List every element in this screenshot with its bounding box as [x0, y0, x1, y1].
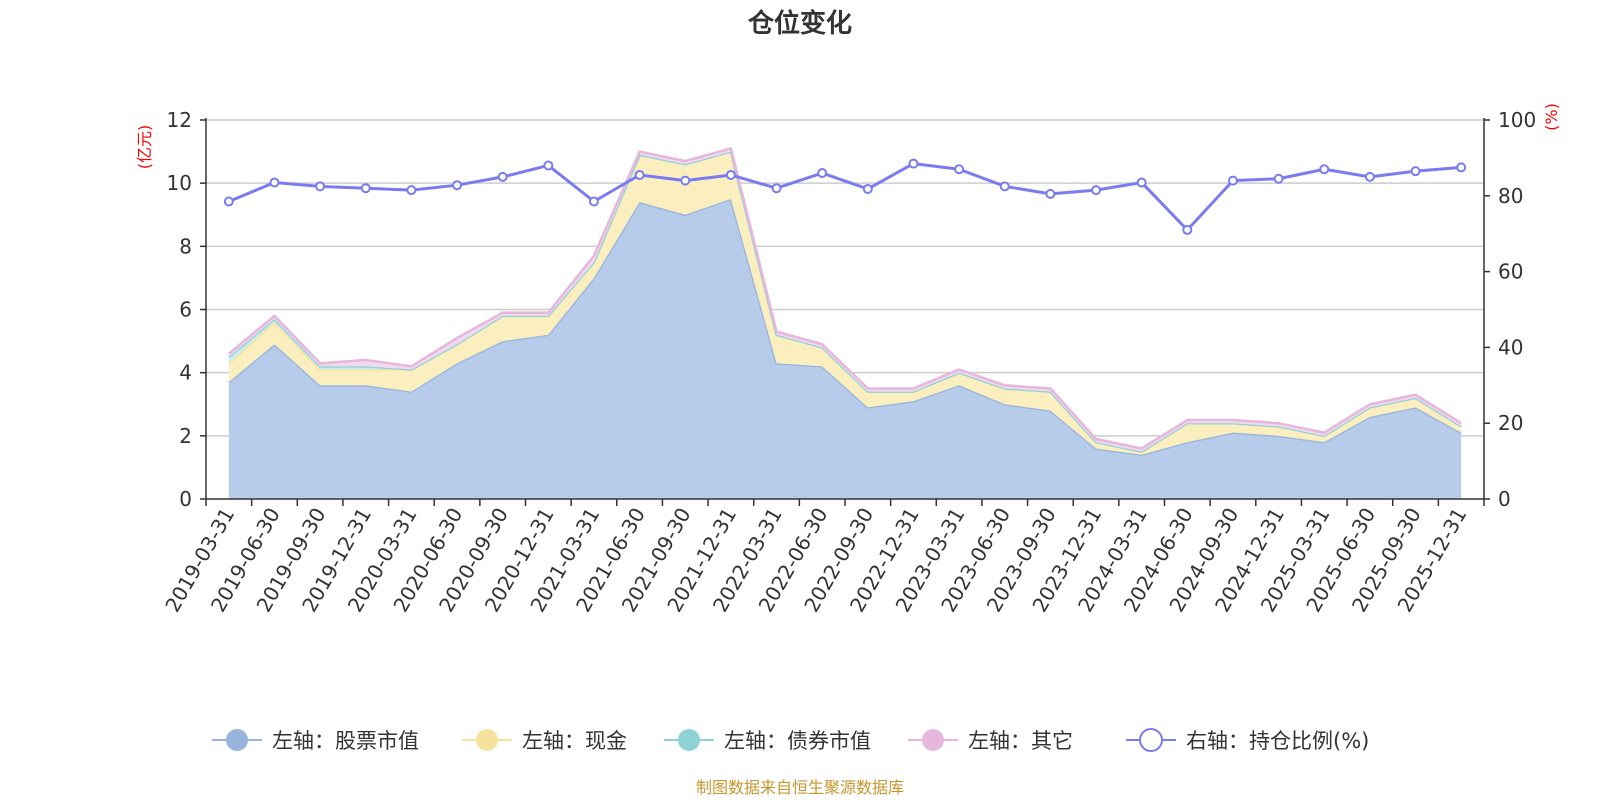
right-tick-label: 80 [1498, 184, 1523, 208]
right-tick-label: 40 [1498, 335, 1523, 359]
holding-ratio-point [452, 180, 463, 191]
right-tick-label: 0 [1498, 487, 1511, 511]
holding-ratio-point [862, 183, 873, 194]
legend-marker-4 [922, 729, 944, 751]
holding-ratio-point [908, 158, 919, 169]
holding-ratio-point [1182, 224, 1193, 235]
holding-ratio-point [360, 183, 371, 194]
legend-marker-2 [476, 729, 498, 751]
holding-ratio-point [1319, 164, 1330, 175]
holding-ratio-point [406, 185, 417, 196]
holding-ratio-line [228, 162, 1462, 232]
holding-ratio-point [680, 175, 691, 186]
holding-ratio-point [817, 168, 828, 179]
holding-ratio-point [1456, 162, 1467, 173]
holding-ratio-point [497, 171, 508, 182]
legend: 左轴：股票市值 左轴：现金 左轴：债券市值 左轴：其它 右轴：持仓比例(%) [212, 728, 1369, 753]
holding-ratio-point [771, 183, 782, 194]
legend-marker-1 [226, 729, 248, 751]
holding-ratio-point [223, 196, 234, 207]
holding-ratio-point [634, 169, 645, 180]
right-tick-label: 100 [1498, 108, 1536, 132]
holding-ratio-point [1410, 166, 1421, 177]
holding-ratio-point [315, 181, 326, 192]
left-tick-label: 0 [179, 487, 192, 511]
right-tick-label: 20 [1498, 411, 1523, 435]
holding-ratio-point [1364, 171, 1375, 182]
legend-label-1: 左轴：股票市值 [272, 729, 419, 753]
legend-marker-3 [678, 729, 700, 751]
legend-marker-5 [1139, 728, 1163, 752]
holding-ratio-point [1273, 173, 1284, 184]
right-axis-unit: (%) [1542, 103, 1561, 131]
legend-label-3: 左轴：债券市值 [724, 729, 871, 753]
stacked-areas [227, 147, 1462, 500]
holding-ratio-point [1045, 188, 1056, 199]
holding-ratio-point [725, 169, 736, 180]
holding-ratio-point [999, 181, 1010, 192]
area-line-4 [228, 147, 1462, 450]
left-tick-label: 6 [179, 298, 192, 322]
chart-title: 仓位变化 [747, 8, 852, 39]
left-tick-label: 10 [167, 171, 192, 195]
holding-ratio-point [954, 164, 965, 175]
legend-label-5: 右轴：持仓比例(%) [1186, 729, 1369, 753]
left-tick-label: 4 [179, 361, 192, 385]
right-tick-label: 60 [1498, 260, 1523, 284]
source-note: 制图数据来自恒生聚源数据库 [696, 778, 904, 797]
left-tick-label: 2 [179, 424, 192, 448]
holding-ratio-point [1227, 175, 1238, 186]
holding-ratio-point [1091, 185, 1102, 196]
left-tick-label: 8 [179, 234, 192, 258]
left-axis-unit: (亿元) [135, 125, 154, 170]
holding-ratio-point [269, 177, 280, 188]
area-1 [228, 198, 1462, 500]
left-tick-label: 12 [167, 108, 192, 132]
holding-ratio-series [223, 158, 1467, 235]
legend-label-2: 左轴：现金 [522, 729, 627, 753]
legend-label-4: 左轴：其它 [968, 729, 1073, 753]
holding-ratio-point [543, 160, 554, 171]
holding-ratio-point [1136, 177, 1147, 188]
holding-ratio-point [588, 196, 599, 207]
